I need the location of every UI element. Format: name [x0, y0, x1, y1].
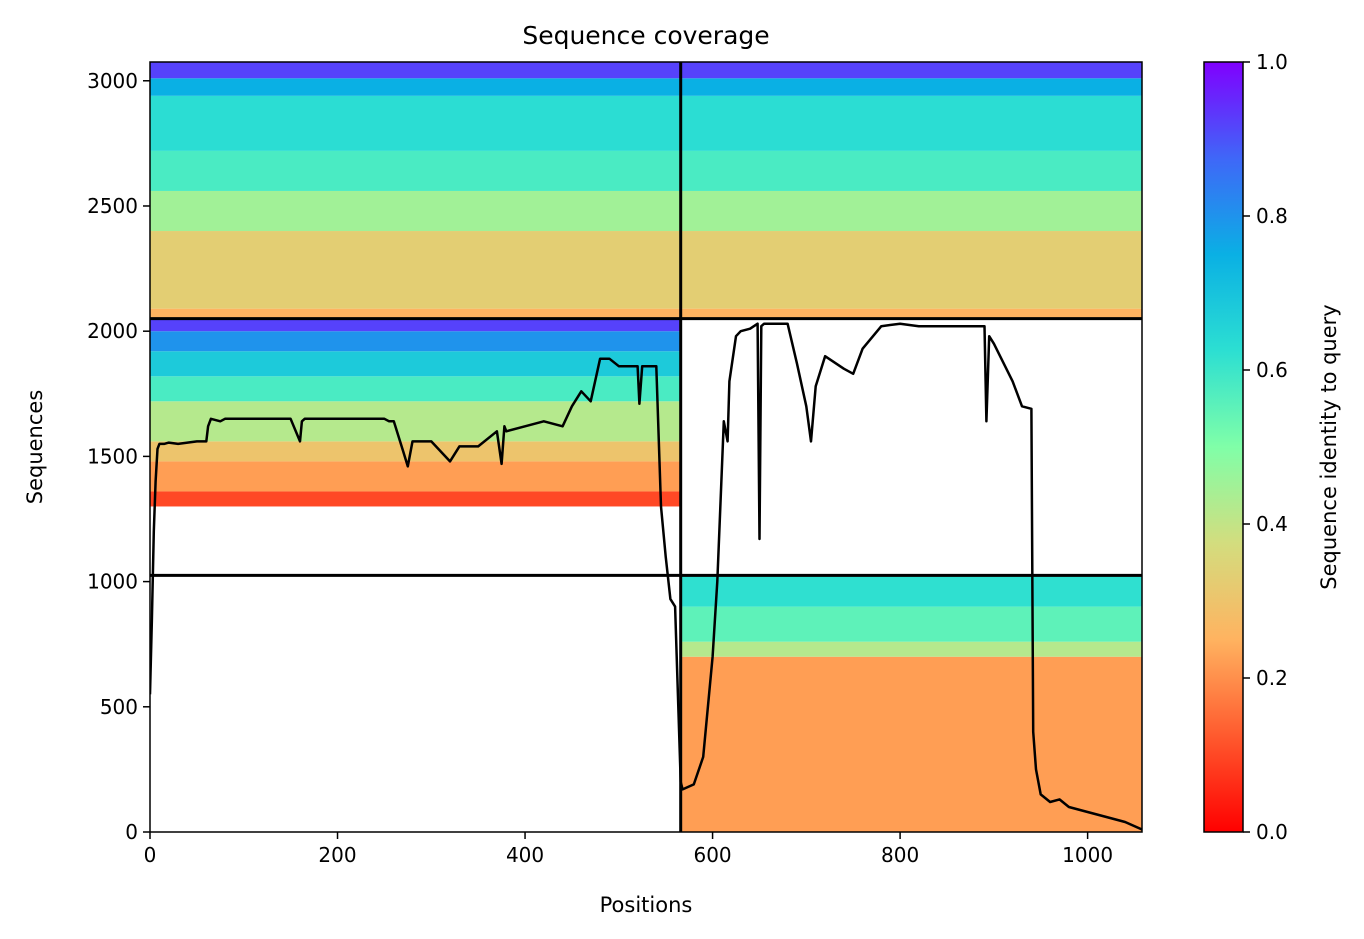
colorbar-tick-label-0.4: 0.4: [1256, 512, 1288, 536]
coverage-line: [150, 322, 1142, 831]
plot-area: [150, 62, 1142, 832]
y-axis-label: Sequences: [23, 390, 47, 505]
coverage-band-2-4: [150, 376, 681, 402]
colorbar: 0.0 0.2 0.4 0.6 0.8 1.0 Sequence identity to …: [1203, 50, 1341, 844]
colorbar-tick-label-0.2: 0.2: [1256, 666, 1288, 690]
coverage-band-3-3: [680, 575, 1142, 607]
y-tick-label-0: 0: [125, 820, 138, 844]
coverage-band-2-5: [150, 351, 681, 377]
y-tick-label-3000: 3000: [87, 69, 138, 93]
colorbar-tick-label-1.0: 1.0: [1256, 50, 1288, 74]
colorbar-ticks: 0.0 0.2 0.4 0.6 0.8 1.0: [1243, 50, 1288, 844]
y-tick-label-1500: 1500: [87, 444, 138, 468]
coverage-band-0-1: [150, 231, 681, 309]
coverage-band-3-1: [680, 641, 1142, 657]
coverage-band-2-7: [150, 318, 681, 332]
coverage-band-1-2: [680, 190, 1142, 232]
coverage-band-3-0: [680, 656, 1142, 832]
x-tick-label-400: 400: [506, 843, 544, 867]
coverage-band-0-5: [150, 78, 681, 96]
y-axis-ticks: 0 500 1000 1500 2000 2500 3000: [87, 69, 150, 844]
coverage-band-0-3: [150, 150, 681, 191]
colorbar-label: Sequence identity to query: [1317, 304, 1341, 589]
coverage-band-0-0: [150, 308, 681, 319]
coverage-band-0-4: [150, 95, 681, 151]
x-axis-label: Positions: [600, 893, 693, 917]
x-tick-label-800: 800: [881, 843, 919, 867]
coverage-band-1-3: [680, 150, 1142, 191]
coverage-band-2-3: [150, 401, 681, 442]
coverage-band-2-6: [150, 331, 681, 352]
colorbar-gradient: [1203, 61, 1244, 833]
colorbar-tick-label-0.8: 0.8: [1256, 204, 1288, 228]
y-tick-label-1000: 1000: [87, 570, 138, 594]
x-tick-label-600: 600: [693, 843, 731, 867]
coverage-band-1-5: [680, 78, 1142, 96]
plot-frame: [149, 61, 1143, 833]
coverage-band-1-1: [680, 231, 1142, 309]
coverage-band-2-1: [150, 461, 681, 492]
coverage-band-0-2: [150, 190, 681, 232]
coverage-blocks: [150, 62, 1142, 832]
coverage-band-2-2: [150, 441, 681, 462]
coverage-band-1-4: [680, 95, 1142, 151]
coverage-band-2-0: [150, 491, 681, 507]
chart-title: Sequence coverage: [522, 21, 769, 50]
x-tick-label-200: 200: [318, 843, 356, 867]
colorbar-tick-label-0.6: 0.6: [1256, 358, 1288, 382]
coverage-band-0-6: [150, 62, 681, 79]
coverage-band-3-2: [680, 606, 1142, 642]
y-tick-label-2500: 2500: [87, 194, 138, 218]
colorbar-tick-label-0.0: 0.0: [1256, 820, 1288, 844]
x-tick-label-0: 0: [144, 843, 157, 867]
y-tick-label-2000: 2000: [87, 319, 138, 343]
coverage-band-1-6: [680, 62, 1142, 79]
x-tick-label-1000: 1000: [1062, 843, 1113, 867]
y-tick-label-500: 500: [100, 695, 138, 719]
x-axis-ticks: 0 200 400 600 800 1000: [144, 832, 1113, 867]
block-dividers: [150, 62, 1142, 832]
coverage-band-1-0: [680, 308, 1142, 319]
